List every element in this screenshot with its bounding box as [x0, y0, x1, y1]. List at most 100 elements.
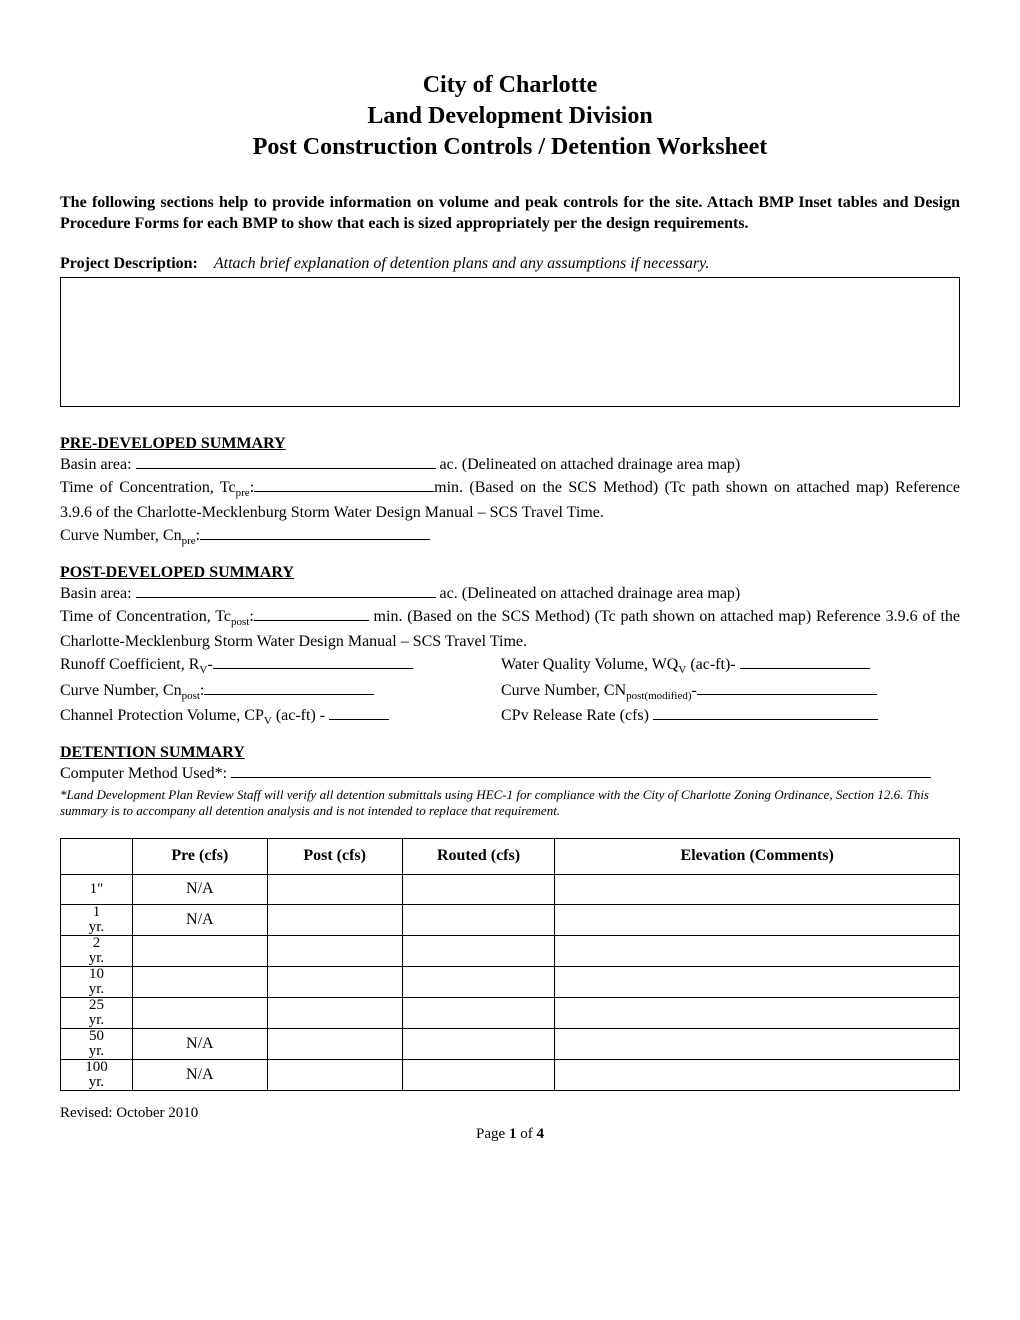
- cell-routed[interactable]: [402, 1028, 555, 1059]
- post-cpv-rate-blank[interactable]: [653, 704, 878, 720]
- post-toc-line: Time of Concentration, Tcpost: min. (Bas…: [60, 605, 960, 653]
- cell-post[interactable]: [267, 935, 402, 966]
- post-cpv-row: Channel Protection Volume, CPV (ac-ft) -…: [60, 704, 960, 730]
- project-description-label: Project Description:: [60, 255, 198, 272]
- table-header-routed: Routed (cfs): [402, 838, 555, 874]
- table-row: 1yr.N/A: [61, 904, 960, 935]
- revised-date: Revised: October 2010: [60, 1105, 960, 1122]
- cell-elev[interactable]: [555, 1028, 960, 1059]
- table-row: 10yr.: [61, 966, 960, 997]
- cell-storm: 100yr.: [61, 1059, 133, 1090]
- post-wqv-label: Water Quality Volume, WQ: [501, 656, 678, 673]
- pre-cn-label: Curve Number, Cn: [60, 527, 182, 544]
- cell-elev[interactable]: [555, 1059, 960, 1090]
- post-cnmod-label: Curve Number, CN: [501, 682, 626, 699]
- cell-routed[interactable]: [402, 997, 555, 1028]
- post-toc-label: Time of Concentration, Tc: [60, 608, 231, 625]
- project-description-box[interactable]: [60, 277, 960, 407]
- cell-elev[interactable]: [555, 874, 960, 904]
- cell-pre[interactable]: N/A: [132, 874, 267, 904]
- post-cn-label: Curve Number, Cn: [60, 682, 182, 699]
- pre-toc-sub: pre: [236, 487, 250, 499]
- page-of: of: [516, 1126, 536, 1142]
- post-toc-blank[interactable]: [254, 605, 369, 621]
- pre-basin-trail: ac. (Delineated on attached drainage are…: [440, 456, 741, 473]
- table-header-row: Pre (cfs) Post (cfs) Routed (cfs) Elevat…: [61, 838, 960, 874]
- cell-elev[interactable]: [555, 904, 960, 935]
- post-developed-section: POST-DEVELOPED SUMMARY Basin area: ac. (…: [60, 564, 960, 730]
- cell-pre[interactable]: N/A: [132, 904, 267, 935]
- post-rv-blank[interactable]: [213, 653, 413, 669]
- table-header-storm: [61, 838, 133, 874]
- pre-toc-blank[interactable]: [254, 476, 434, 492]
- cell-storm: 25yr.: [61, 997, 133, 1028]
- detention-table: Pre (cfs) Post (cfs) Routed (cfs) Elevat…: [60, 838, 960, 1091]
- table-row: 1"N/A: [61, 874, 960, 904]
- pre-heading: PRE-DEVELOPED SUMMARY: [60, 435, 960, 453]
- cell-post[interactable]: [267, 874, 402, 904]
- cell-post[interactable]: [267, 1028, 402, 1059]
- cell-post[interactable]: [267, 1059, 402, 1090]
- pre-cn-line: Curve Number, Cnpre:: [60, 524, 960, 550]
- cell-routed[interactable]: [402, 1059, 555, 1090]
- post-basin-line: Basin area: ac. (Delineated on attached …: [60, 582, 960, 605]
- cell-pre[interactable]: [132, 935, 267, 966]
- cell-routed[interactable]: [402, 874, 555, 904]
- cell-post[interactable]: [267, 997, 402, 1028]
- cell-routed[interactable]: [402, 935, 555, 966]
- page-prefix: Page: [476, 1126, 509, 1142]
- title-line-1: City of Charlotte: [60, 70, 960, 101]
- project-description-label-line: Project Description: Attach brief explan…: [60, 255, 960, 273]
- detention-method-line: Computer Method Used*:: [60, 762, 960, 785]
- cell-storm: 2yr.: [61, 935, 133, 966]
- cell-elev[interactable]: [555, 966, 960, 997]
- pre-toc-label: Time of Concentration, Tc: [60, 479, 236, 496]
- cell-pre[interactable]: [132, 966, 267, 997]
- post-cpv-sub: V: [264, 715, 272, 727]
- title-line-3: Post Construction Controls / Detention W…: [60, 132, 960, 163]
- pre-basin-line: Basin area: ac. (Delineated on attached …: [60, 453, 960, 476]
- post-cpv-rate-label: CPv Release Rate (cfs): [501, 707, 649, 724]
- detention-heading: DETENTION SUMMARY: [60, 744, 960, 762]
- post-wqv-unit: (ac-ft)-: [686, 656, 735, 673]
- post-cnmod-sub: post(modified): [626, 690, 691, 702]
- post-cnmod-blank[interactable]: [697, 679, 877, 695]
- post-cn-row: Curve Number, Cnpost: Curve Number, CNpo…: [60, 679, 960, 705]
- detention-method-blank[interactable]: [231, 762, 931, 778]
- post-wqv-blank[interactable]: [740, 653, 870, 669]
- post-heading: POST-DEVELOPED SUMMARY: [60, 564, 960, 582]
- table-header-post: Post (cfs): [267, 838, 402, 874]
- cell-elev[interactable]: [555, 935, 960, 966]
- cell-pre[interactable]: N/A: [132, 1028, 267, 1059]
- detention-method-label: Computer Method Used*:: [60, 765, 227, 782]
- cell-post[interactable]: [267, 904, 402, 935]
- post-rv-wqv-row: Runoff Coefficient, RV- Water Quality Vo…: [60, 653, 960, 679]
- cell-storm: 1": [61, 874, 133, 904]
- table-header-elev: Elevation (Comments): [555, 838, 960, 874]
- post-cpv-blank[interactable]: [329, 704, 389, 720]
- cell-storm: 50yr.: [61, 1028, 133, 1059]
- post-basin-label: Basin area:: [60, 585, 132, 602]
- post-cpv-label: Channel Protection Volume, CP: [60, 707, 264, 724]
- pre-cn-blank[interactable]: [200, 524, 430, 540]
- project-description-hint: Attach brief explanation of detention pl…: [214, 255, 710, 272]
- post-cn-sub: post: [182, 690, 200, 702]
- table-header-pre: Pre (cfs): [132, 838, 267, 874]
- pre-developed-section: PRE-DEVELOPED SUMMARY Basin area: ac. (D…: [60, 435, 960, 550]
- cell-routed[interactable]: [402, 904, 555, 935]
- pre-basin-label: Basin area:: [60, 456, 132, 473]
- cell-routed[interactable]: [402, 966, 555, 997]
- detention-footnote: *Land Development Plan Review Staff will…: [60, 787, 960, 820]
- document-title: City of Charlotte Land Development Divis…: [60, 70, 960, 164]
- cell-post[interactable]: [267, 966, 402, 997]
- cell-elev[interactable]: [555, 997, 960, 1028]
- post-cn-blank[interactable]: [204, 679, 374, 695]
- cell-pre[interactable]: N/A: [132, 1059, 267, 1090]
- table-row: 100yr.N/A: [61, 1059, 960, 1090]
- post-basin-blank[interactable]: [136, 582, 436, 598]
- table-row: 2yr.: [61, 935, 960, 966]
- intro-paragraph: The following sections help to provide i…: [60, 192, 960, 235]
- cell-storm: 10yr.: [61, 966, 133, 997]
- cell-pre[interactable]: [132, 997, 267, 1028]
- pre-basin-blank[interactable]: [136, 453, 436, 469]
